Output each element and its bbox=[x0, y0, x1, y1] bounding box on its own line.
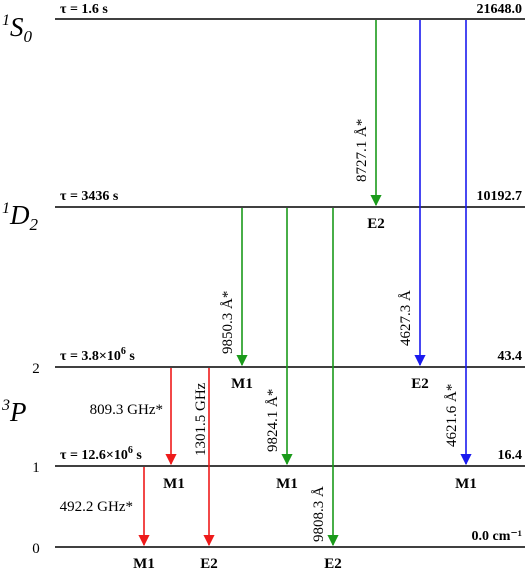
type-label-t2: E2 bbox=[411, 376, 429, 392]
lifetime-3P1: τ = 12.6×106 s bbox=[60, 445, 142, 463]
j-label-3P0: 0 bbox=[32, 541, 40, 557]
term-main: P bbox=[9, 397, 27, 427]
j-label-3P1: 1 bbox=[32, 460, 40, 476]
lifetime-3P2: τ = 3.8×106 s bbox=[60, 346, 135, 364]
term-sup: 3 bbox=[1, 397, 10, 414]
type-label-t6: E2 bbox=[324, 556, 342, 569]
type-label-t5: M1 bbox=[276, 476, 298, 492]
term-main: S bbox=[10, 12, 24, 42]
wavelength-label-t7: 809.3 GHz* bbox=[90, 402, 163, 418]
type-label-t9: M1 bbox=[133, 556, 155, 569]
term-main: D bbox=[9, 200, 30, 230]
term-label-1S0: 1S0 bbox=[2, 12, 33, 46]
wavelength-label-t1: 8727.1 Å* bbox=[354, 119, 370, 182]
wavelength-label-t8: 1301.5 GHz bbox=[193, 382, 209, 456]
term-sub: 0 bbox=[24, 27, 33, 46]
term-sup: 1 bbox=[2, 200, 10, 217]
type-label-t3: M1 bbox=[455, 476, 477, 492]
wavelength-label-t4: 9850.3 Å* bbox=[220, 291, 236, 354]
energy-3P2: 43.4 bbox=[498, 349, 523, 364]
energy-3P1: 16.4 bbox=[498, 448, 523, 463]
term-sup: 1 bbox=[2, 12, 10, 29]
energy-1S0: 21648.0 bbox=[477, 2, 523, 17]
wavelength-label-t9: 492.2 GHz* bbox=[60, 499, 133, 515]
wavelength-label-t6: 9808.3 Å bbox=[311, 486, 327, 542]
term-label-1D2: 1D2 bbox=[2, 200, 39, 234]
term-label-3P: 3P bbox=[1, 397, 27, 427]
type-label-t7: M1 bbox=[163, 476, 185, 492]
wavelength-label-t3: 4621.6 Å* bbox=[444, 384, 460, 447]
wavelength-label-t2: 4627.3 Å bbox=[398, 290, 414, 346]
j-label-3P2: 2 bbox=[32, 361, 40, 377]
lifetime-1S0: τ = 1.6 s bbox=[60, 2, 108, 17]
type-label-t1: E2 bbox=[367, 216, 385, 232]
term-sub: 2 bbox=[30, 215, 39, 234]
lifetime-1D2: τ = 3436 s bbox=[60, 189, 119, 204]
type-label-t4: M1 bbox=[231, 376, 253, 392]
type-label-t8: E2 bbox=[200, 556, 218, 569]
energy-3P0: 0.0 cm⁻¹ bbox=[472, 529, 522, 544]
energy-1D2: 10192.7 bbox=[477, 189, 523, 204]
wavelength-label-t5: 9824.1 Å* bbox=[265, 389, 281, 452]
